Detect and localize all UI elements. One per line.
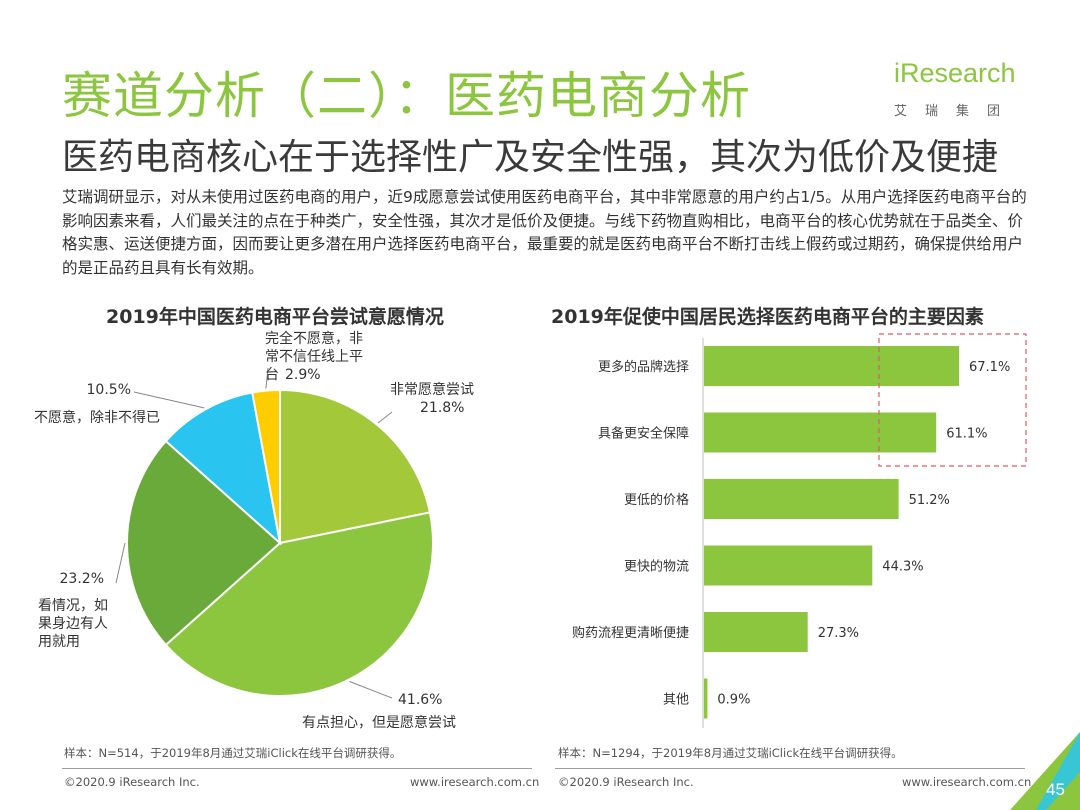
pie-leader-line	[265, 367, 269, 389]
pie-label-value: 23.2%	[60, 571, 104, 587]
bar-rect	[704, 612, 808, 652]
pie-slice	[279, 388, 432, 545]
pie-leader-line	[377, 411, 393, 424]
highlight-box	[878, 333, 1027, 467]
pie-label-name: 常不信任线上平	[265, 349, 363, 365]
pie-leader-line	[133, 391, 205, 409]
pie-leader-line	[115, 542, 126, 584]
footer-divider-left	[62, 768, 532, 769]
pie-label-value: 21.8%	[420, 400, 464, 416]
bar-chart-title: 2019年促使中国居民选择医药电商平台的主要因素	[551, 306, 984, 328]
pie-label-value: 10.5%	[87, 382, 131, 398]
footer-url-right: www.iresearch.com.cn	[902, 775, 1032, 789]
bar-value-label: 27.3%	[818, 626, 859, 641]
pie-slice	[251, 388, 281, 544]
pie-label-value: 41.6%	[398, 692, 442, 708]
iresearch-logo: iResearch 艾瑞集团	[894, 58, 1026, 126]
bar-category-label: 具备更安全保障	[598, 426, 689, 442]
bar-value-label: 0.9%	[717, 693, 750, 708]
logo-cn: 艾瑞集团	[894, 104, 1019, 119]
pie-label-name: 果身边有人	[38, 616, 108, 632]
logo-brand: iResearch	[894, 58, 1016, 88]
pie-label-name: 看情况，如	[38, 598, 108, 614]
bar-sample-note: 样本：N=1294，于2019年8月通过艾瑞iClick在线平台调研获得。	[558, 746, 903, 760]
corner-decoration	[1010, 732, 1080, 810]
pie-label-name: 用就用	[38, 634, 80, 650]
pie-chart-title: 2019年中国医药电商平台尝试意愿情况	[106, 306, 444, 328]
page-number: 45	[1046, 780, 1065, 799]
pie-label-name: 非常愿意尝试	[390, 381, 474, 398]
pie-label-value: 2.9%	[285, 367, 321, 383]
pie-sample-note: 样本：N=514，于2019年8月通过艾瑞iClick在线平台调研获得。	[64, 746, 402, 760]
intro-paragraph: 艾瑞调研显示，对从未使用过医药电商的用户，近9成愿意尝试使用医药电商平台，其中非…	[62, 188, 1027, 277]
bar-rect	[704, 346, 959, 386]
bar-rect	[704, 412, 937, 453]
bar-category-label: 更低的价格	[624, 492, 689, 508]
pie-slice	[125, 439, 282, 647]
bar-rect	[704, 545, 873, 586]
bar-rect	[704, 479, 899, 519]
pie-slice	[164, 391, 282, 546]
pie-label-name: 不愿意，除非不得已	[34, 409, 160, 426]
bar-value-label: 61.1%	[946, 427, 987, 442]
footer-copyright-right: ©2020.9 iResearch Inc.	[558, 775, 694, 789]
pie-label-name: 有点担心，但是愿意尝试	[302, 714, 456, 731]
pie-label-name: 完全不愿意，非	[265, 330, 363, 347]
bar-value-label: 44.3%	[882, 560, 923, 575]
footer-divider-right	[555, 768, 1025, 769]
footer-url-left: www.iresearch.com.cn	[410, 775, 540, 789]
bar-category-label: 更多的品牌选择	[598, 359, 689, 375]
bar-category-label: 购药流程更清晰便捷	[572, 625, 689, 641]
pie-leader-line	[349, 681, 393, 699]
pie-label-name: 台	[265, 367, 279, 383]
bar-category-label: 其他	[663, 693, 689, 708]
bar-category-label: 更快的物流	[624, 559, 689, 575]
bar-value-label: 67.1%	[969, 360, 1010, 375]
pie-slice	[164, 511, 435, 697]
bar-value-label: 51.2%	[909, 493, 950, 508]
footer-copyright-left: ©2020.9 iResearch Inc.	[64, 775, 200, 789]
bar-rect	[704, 678, 708, 719]
page-title: 赛道分析（二）：医药电商分析	[62, 67, 751, 125]
page-subtitle: 医药电商核心在于选择性广及安全性强，其次为低价及便捷	[62, 137, 999, 178]
